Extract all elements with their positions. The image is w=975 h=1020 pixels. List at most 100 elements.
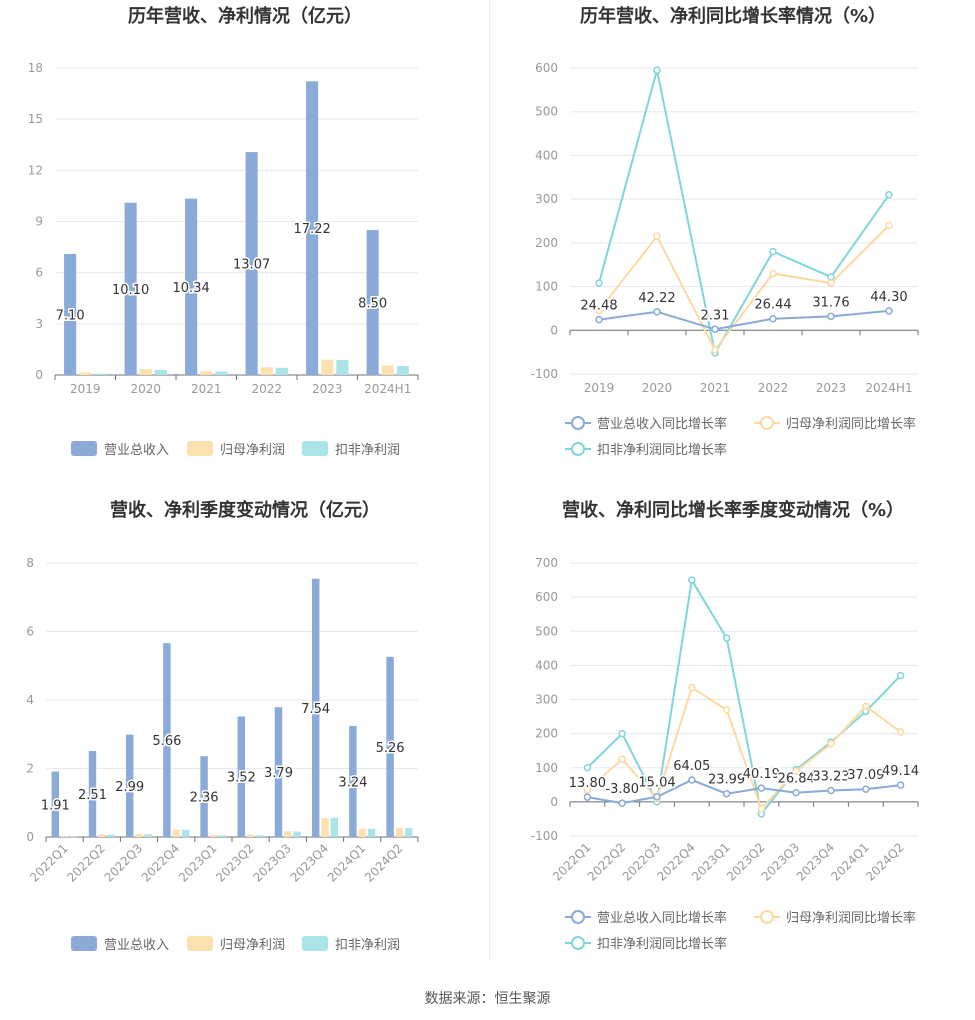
legend-swatch	[302, 441, 328, 456]
series-point	[583, 764, 592, 772]
y-tick-label: 500	[535, 105, 558, 119]
bar-deducted-profit	[144, 834, 153, 837]
data-label: 3.79	[264, 766, 293, 781]
series-point	[862, 785, 870, 793]
y-tick-label: 15	[28, 112, 43, 126]
legend-swatch	[187, 936, 213, 951]
data-label: 13.07	[233, 258, 270, 273]
bar-deducted-profit	[293, 831, 301, 837]
series-point	[896, 781, 905, 789]
y-tick-label: 0	[550, 795, 558, 809]
chart-title-annual-growth: 历年营收、净利同比增长率情况（%）	[580, 5, 886, 27]
legend-swatch	[187, 441, 213, 456]
data-label: 17.22	[294, 222, 331, 237]
legend-label: 归母净利润	[220, 938, 285, 953]
legend-label: 归母净利润同比增长率	[786, 910, 916, 926]
data-label: 26.84	[778, 772, 815, 787]
bar-deducted-profit	[336, 359, 349, 375]
bar-net-profit	[200, 371, 213, 375]
bar-net-profit	[98, 834, 106, 837]
series-point	[722, 634, 731, 642]
bar-revenue	[349, 726, 357, 837]
bar-deducted-profit	[404, 828, 413, 837]
data-label: 8.50	[358, 297, 387, 312]
series-point	[827, 740, 835, 748]
series-point	[792, 788, 800, 797]
legend-swatch	[71, 936, 97, 951]
data-label: 31.76	[812, 295, 849, 310]
series-point	[885, 307, 893, 315]
data-label: 64.05	[673, 759, 710, 774]
series-point	[653, 232, 661, 241]
x-tick-label: 2024Q1	[325, 841, 369, 885]
legend-marker	[760, 910, 774, 924]
bar-deducted-profit	[330, 817, 339, 837]
data-label: 5.66	[152, 734, 181, 749]
data-label: 5.26	[376, 741, 405, 756]
bar-revenue	[64, 253, 77, 375]
data-label: 26.44	[754, 298, 791, 313]
bar-deducted-profit	[396, 366, 409, 375]
legend-label: 归母净利润同比增长率	[786, 416, 916, 432]
series-point	[757, 784, 766, 792]
series-point	[896, 671, 905, 680]
series-point	[722, 789, 731, 798]
bar-revenue	[245, 152, 258, 375]
bar-net-profit	[139, 369, 152, 375]
series-point	[792, 767, 800, 775]
data-label: 10.34	[173, 281, 210, 296]
x-tick-label: 2022Q1	[27, 841, 71, 885]
series-point	[885, 191, 893, 199]
legend-swatch	[71, 441, 97, 456]
series-point	[827, 279, 835, 287]
x-tick-label: 2019	[584, 381, 615, 395]
data-label: 44.30	[870, 290, 907, 305]
x-tick-label: 2020	[642, 381, 673, 395]
x-tick-label: 2021	[700, 381, 731, 395]
legend-marker	[571, 442, 585, 456]
bar-net-profit	[358, 828, 366, 837]
bar-net-profit	[246, 834, 255, 837]
bar-net-profit	[209, 834, 218, 837]
bar-revenue	[366, 230, 379, 375]
data-label: 1.91	[41, 798, 70, 813]
x-tick-label: 2022	[758, 381, 789, 395]
bar-deducted-profit	[367, 828, 376, 837]
x-tick-label: 2024H1	[865, 381, 912, 395]
bar-revenue	[185, 198, 198, 375]
bar-deducted-profit	[256, 835, 264, 837]
y-tick-label: 400	[535, 658, 558, 672]
bar-deducted-profit	[70, 836, 78, 838]
series-line-deducted	[598, 69, 890, 356]
series-point	[595, 315, 603, 324]
y-tick-label: -100	[531, 829, 558, 843]
chart-title-annual-revenue: 历年营收、净利情况（亿元）	[128, 5, 362, 27]
bar-revenue	[125, 734, 134, 837]
bar-revenue	[51, 771, 60, 837]
y-tick-label: 200	[535, 236, 558, 250]
bar-revenue	[124, 202, 137, 375]
data-label: 2.31	[701, 308, 730, 323]
series-point	[722, 705, 731, 714]
series-point	[896, 728, 905, 736]
series-line-net-profit	[598, 224, 890, 352]
y-tick-label: 300	[535, 192, 558, 206]
y-tick-label: 600	[535, 590, 558, 604]
data-label: 2.51	[78, 788, 107, 803]
series-point	[653, 66, 661, 74]
bar-revenue	[237, 716, 246, 837]
data-source-note: 数据来源：恒生聚源	[424, 991, 551, 1007]
bar-net-profit	[172, 829, 180, 837]
bar-revenue	[311, 578, 320, 837]
y-tick-label: 18	[28, 61, 43, 75]
legend-marker	[571, 416, 585, 430]
data-label: 33.23	[812, 770, 849, 785]
series-line-deducted	[586, 577, 902, 817]
legend-label: 营业总收入同比增长率	[597, 910, 727, 926]
data-label: 49.14	[882, 764, 919, 779]
series-point	[653, 792, 661, 801]
y-tick-label: 100	[535, 280, 558, 294]
y-tick-label: 8	[26, 556, 34, 570]
data-label: 42.22	[638, 291, 675, 306]
